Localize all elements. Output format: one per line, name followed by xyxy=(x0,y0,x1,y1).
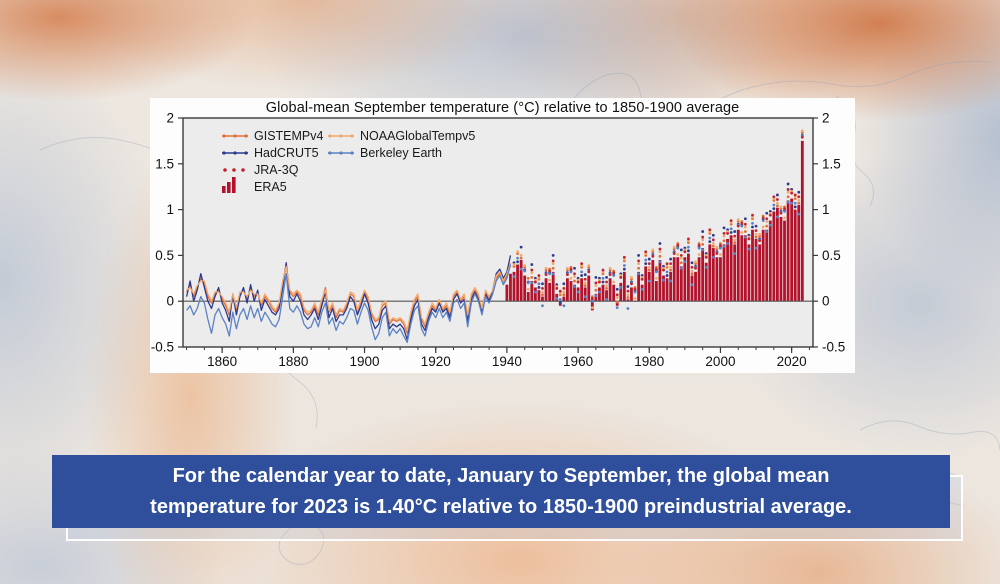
line-hadcrut5 xyxy=(185,255,512,341)
svg-text:1880: 1880 xyxy=(278,354,308,369)
line-berkeley-earth xyxy=(186,264,512,344)
caption-banner: For the calendar year to date, January t… xyxy=(52,455,950,528)
svg-text:GISTEMPv4: GISTEMPv4 xyxy=(254,129,324,143)
svg-text:1: 1 xyxy=(822,202,830,217)
svg-text:1940: 1940 xyxy=(492,354,522,369)
svg-text:2000: 2000 xyxy=(705,354,735,369)
era5-bars xyxy=(505,140,804,311)
svg-text:2: 2 xyxy=(166,111,174,126)
svg-text:2: 2 xyxy=(822,111,830,126)
svg-text:-0.5: -0.5 xyxy=(822,340,845,355)
svg-text:ERA5: ERA5 xyxy=(254,180,287,194)
line-gistempv4 xyxy=(186,263,512,334)
chart-title: Global-mean September temperature (°C) r… xyxy=(265,100,740,116)
caption-line-1: For the calendar year to date, January t… xyxy=(172,465,830,487)
plot-background xyxy=(183,118,813,347)
svg-text:0.5: 0.5 xyxy=(155,248,174,263)
svg-text:Berkeley Earth: Berkeley Earth xyxy=(360,146,442,160)
svg-text:1900: 1900 xyxy=(350,354,380,369)
svg-text:1: 1 xyxy=(166,202,174,217)
svg-text:1860: 1860 xyxy=(207,354,237,369)
temperature-chart: -0.5 -0.5 0 0 0.5 0.5 1 1 1.5 1.5 2 2 1860 1880 1900 19… xyxy=(151,111,846,370)
svg-text:-0.5: -0.5 xyxy=(151,340,174,355)
svg-text:JRA-3Q: JRA-3Q xyxy=(254,163,299,177)
svg-text:1960: 1960 xyxy=(563,354,593,369)
line-noaaglobaltempv5 xyxy=(186,262,512,332)
svg-text:HadCRUT5: HadCRUT5 xyxy=(254,146,319,160)
svg-text:1.5: 1.5 xyxy=(155,156,174,171)
svg-text:0.5: 0.5 xyxy=(822,248,841,263)
dots-jra-3q xyxy=(530,135,804,300)
svg-text:2020: 2020 xyxy=(777,354,807,369)
axes: -0.5 -0.5 0 0 0.5 0.5 1 1 1.5 1.5 2 2 1860 1880 1900 19… xyxy=(151,111,846,370)
svg-text:1.5: 1.5 xyxy=(822,156,841,171)
caption-line-2: temperature for 2023 is 1.40°C relative … xyxy=(150,496,852,518)
svg-text:NOAAGlobalTempv5: NOAAGlobalTempv5 xyxy=(360,129,475,143)
dots-berkeley-earth xyxy=(512,134,804,310)
svg-text:1920: 1920 xyxy=(421,354,451,369)
chart-card: Global-mean September temperature (°C) r… xyxy=(150,98,855,373)
svg-text:0: 0 xyxy=(166,294,174,309)
svg-text:0: 0 xyxy=(822,294,830,309)
svg-text:1980: 1980 xyxy=(634,354,664,369)
chart-legend: GISTEMPv4 HadCRUT5 JRA-3Q ERA5 NOAAGlobalTem… xyxy=(222,129,475,194)
